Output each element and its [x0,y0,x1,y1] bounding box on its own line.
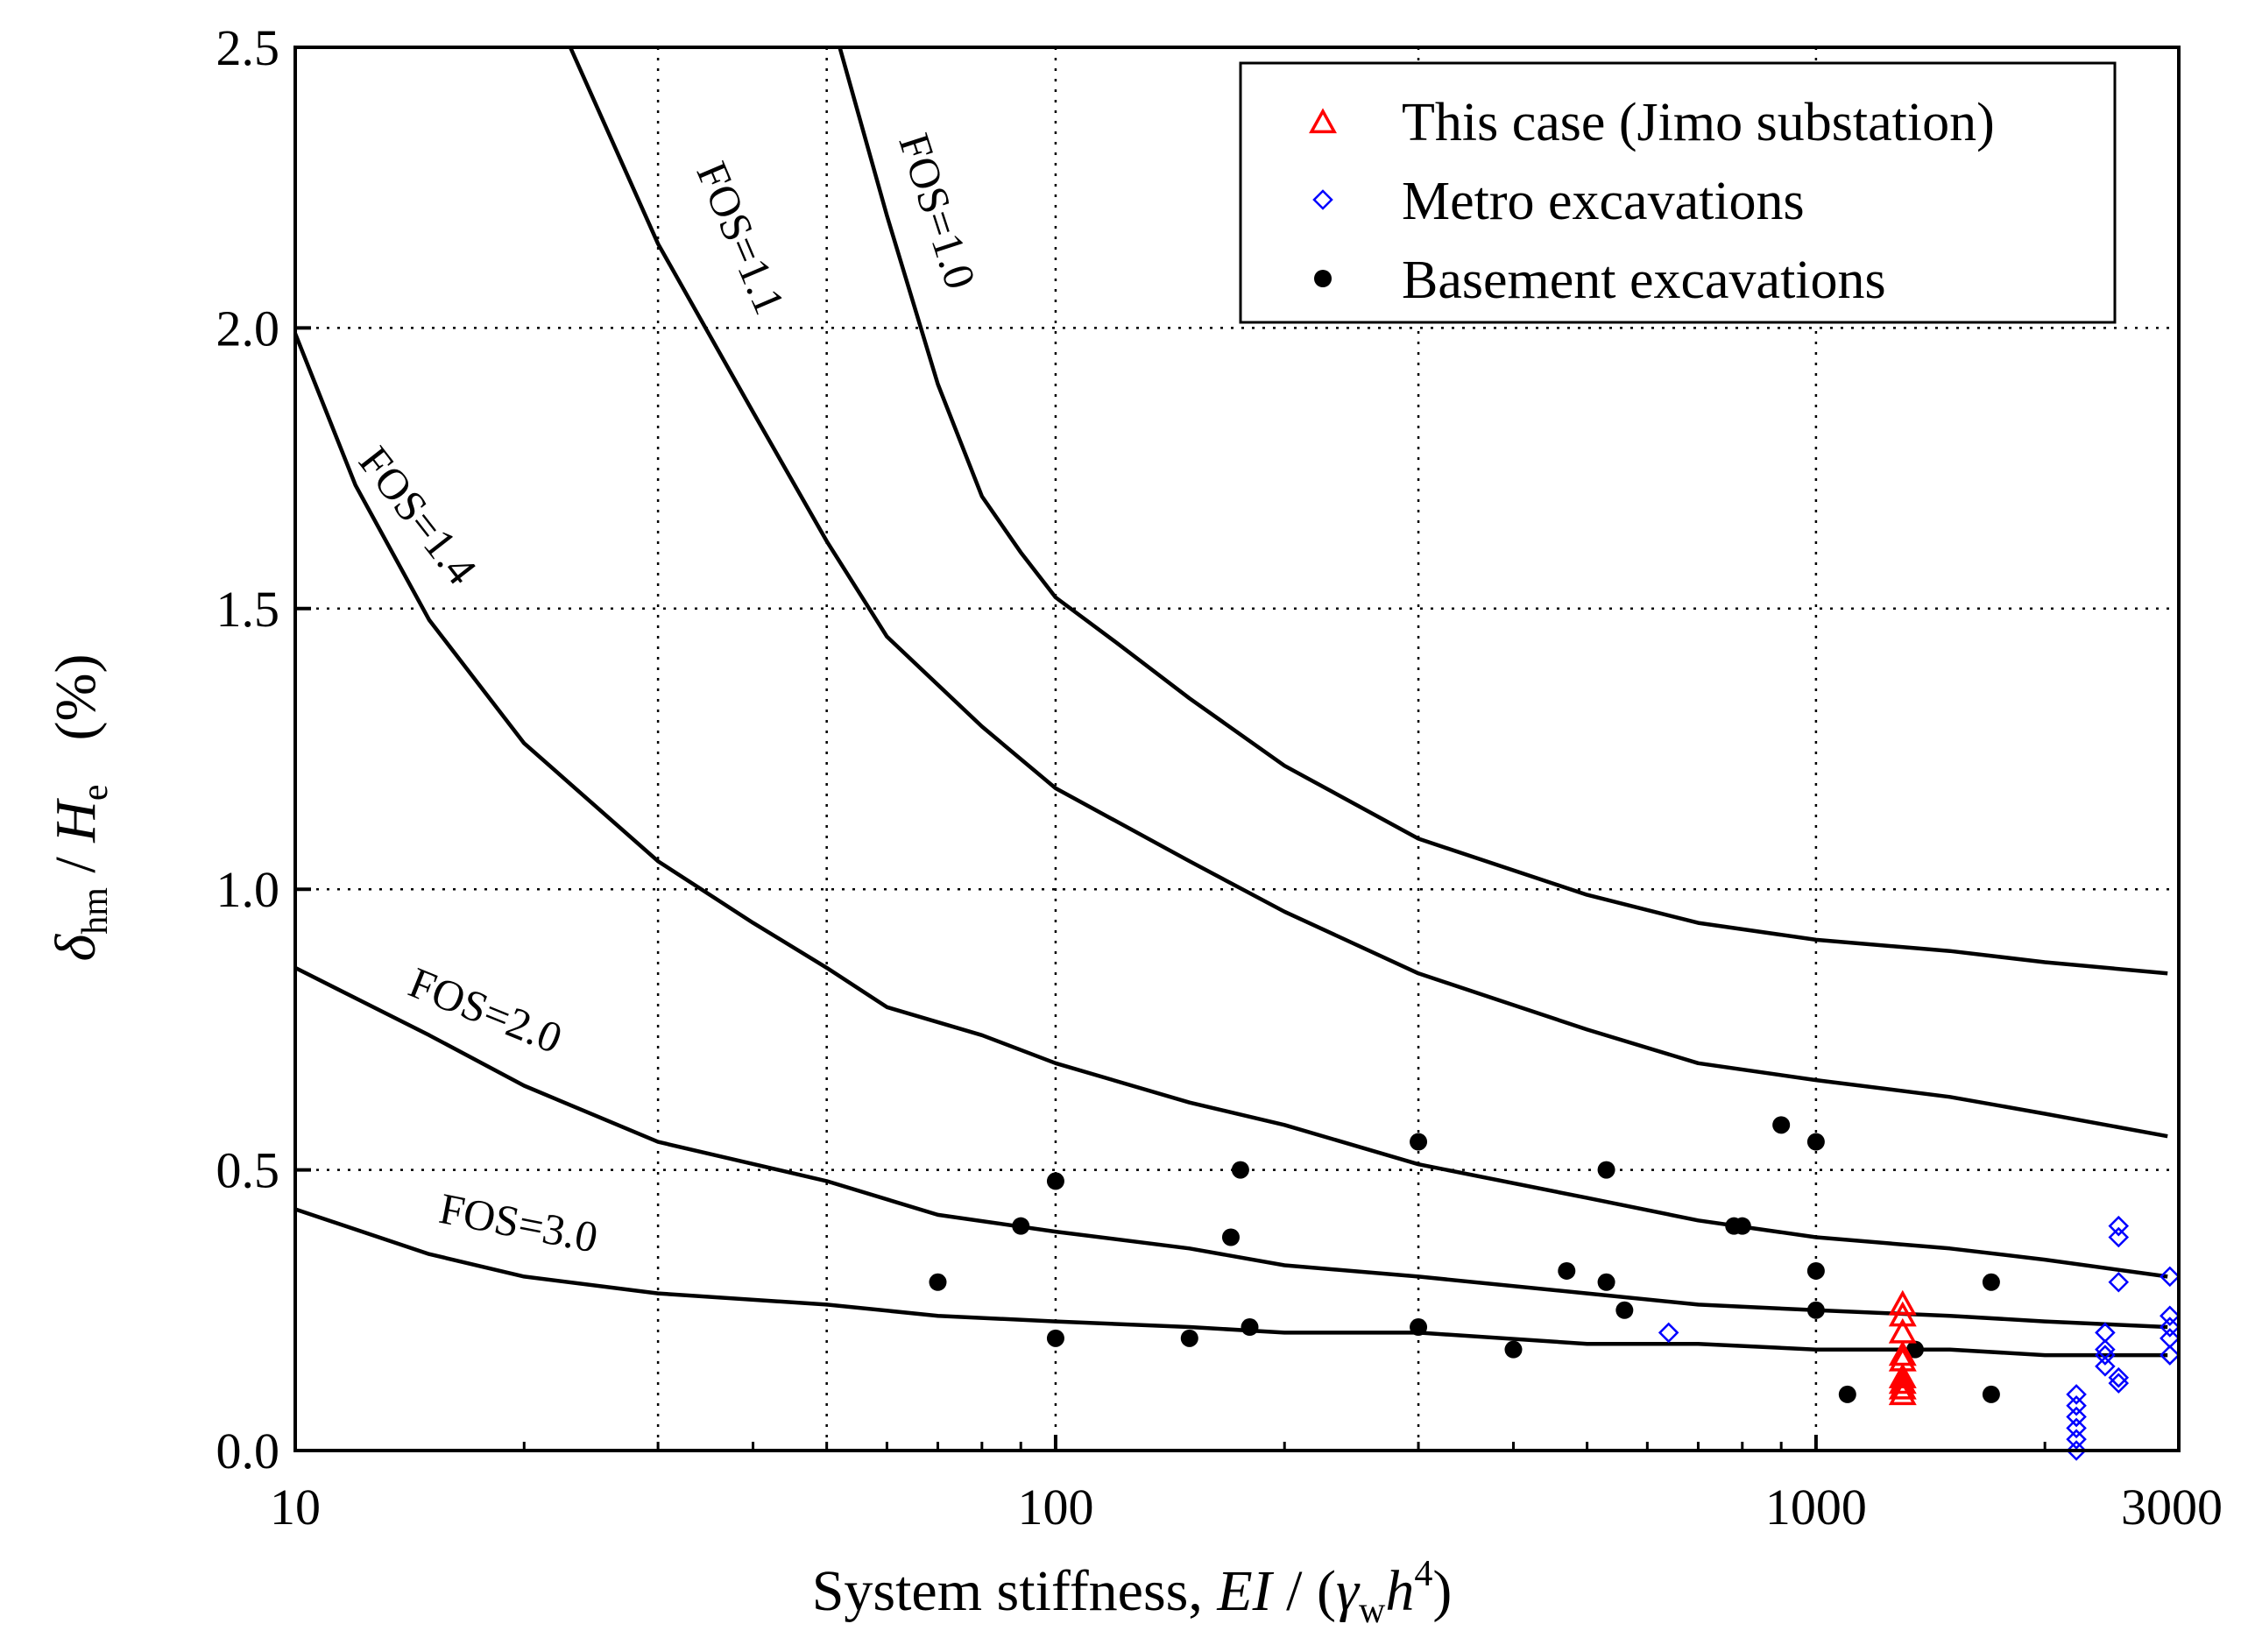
metro-point [2108,1366,2130,1388]
this_case-point [1888,1363,1917,1388]
basement-point [1180,1329,1198,1347]
y-tick-label: 1.5 [216,581,280,638]
legend-marker-this_case [1309,108,1337,134]
basement-point [1046,1329,1064,1347]
metro-point [2095,1345,2116,1366]
x-tick-label: 1000 [1765,1479,1867,1536]
metro-point [2066,1384,2087,1405]
metro-point [2108,1215,2130,1237]
series-basement [929,1116,2000,1403]
metro-point [2066,1406,2087,1428]
legend-label-basement: Basement excavations [1402,251,1886,310]
legend-marker-metro [1312,189,1333,210]
basement-point [1806,1261,1825,1280]
x-tick-label: 10 [270,1479,321,1536]
fos-curve [568,46,2168,1139]
series-this_case [1888,1289,1917,1406]
this_case-point [1888,1301,1917,1327]
this_case-point [1888,1368,1917,1394]
basement-point [1806,1301,1825,1319]
metro-point [2108,1226,2130,1248]
metro-point [2160,1317,2181,1338]
basement-point [1410,1318,1428,1337]
basement-point [929,1273,947,1291]
plot-frame [293,46,2181,1452]
metro-point [2108,1373,2130,1394]
fos-curve [293,332,2168,1279]
basement-point [1597,1273,1615,1291]
basement-point [1410,1133,1428,1151]
metro-point [2066,1440,2087,1461]
basement-point [1982,1385,2000,1403]
series-metro [1658,1215,2181,1461]
legend: This case (Jimo substation) Metro excava… [1239,61,2117,324]
x-tick-label: 3000 [2121,1479,2223,1536]
legend-entry-this-case: This case (Jimo substation) [1309,93,1995,152]
fos-curve [293,965,2168,1330]
x-axis-label: System stiffness, EI / (γwh4) [812,1554,1453,1631]
metro-point [2108,1271,2130,1293]
basement-point [1906,1340,1925,1359]
metro-point [2160,1345,2181,1366]
this_case-point [1888,1289,1917,1316]
legend-entry-basement: Basement excavations [1314,251,1886,310]
legend-label-this-case: This case (Jimo substation) [1402,93,1995,152]
legend-marker-basement [1314,270,1332,287]
axis-ticks: 0.0 0.5 1.0 1.5 2.0 2.5 10 100 1000 3000 [216,19,2223,1536]
y-tick-label: 2.0 [216,300,280,357]
basement-point [1012,1217,1030,1235]
y-tick-label: 2.5 [216,19,280,76]
this_case-point [1888,1380,1917,1406]
basement-point [1597,1161,1615,1179]
metro-point [2066,1394,2087,1416]
metro-point [1658,1322,1679,1344]
basement-point [1838,1385,1856,1403]
basement-point [1982,1273,2000,1291]
y-tick-label: 0.0 [216,1423,280,1479]
legend-entry-metro: Metro excavations [1312,172,1805,231]
legend-label-metro: Metro excavations [1402,172,1805,231]
basement-point [1231,1161,1249,1179]
metro-point [2160,1305,2181,1326]
basement-point [1504,1340,1523,1359]
metro-point [2066,1417,2087,1439]
x-tick-label: 100 [1017,1479,1093,1536]
metro-point [2066,1429,2087,1450]
fos-curve [294,1207,2168,1358]
basement-point [1733,1217,1751,1235]
basement-point [1221,1228,1240,1246]
data-points [929,1116,2181,1461]
y-axis-label: δhm / He(%) [44,654,116,962]
basement-point [1241,1318,1259,1337]
basement-point [1046,1172,1064,1190]
basement-point [1806,1133,1825,1151]
y-tick-label: 0.5 [216,1142,280,1199]
this_case-point [1888,1373,1917,1400]
basement-point [1558,1261,1576,1280]
legend-box [1239,61,2117,324]
basement-point [1615,1301,1634,1319]
basement-point [1772,1116,1791,1134]
fos-curves [293,46,2168,1358]
metro-point [2095,1356,2116,1377]
y-tick-label: 1.0 [216,861,280,918]
fos-curve [838,46,2168,976]
metro-point [2160,1266,2181,1288]
